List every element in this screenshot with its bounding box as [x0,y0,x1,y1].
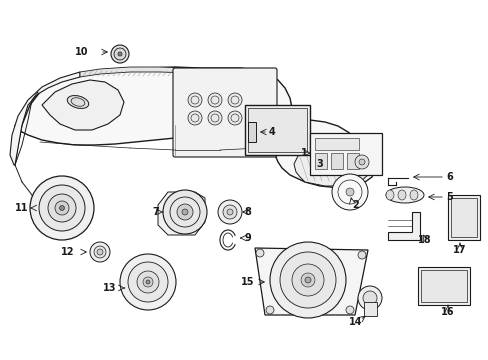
Circle shape [226,209,232,215]
Circle shape [362,291,376,305]
Circle shape [256,249,264,257]
Polygon shape [10,72,80,165]
Bar [447,195,479,240]
Circle shape [187,93,202,107]
Circle shape [177,204,193,220]
Text: 2: 2 [352,200,359,210]
Circle shape [118,52,122,56]
Text: 5: 5 [446,192,452,202]
Circle shape [187,111,202,125]
Circle shape [137,271,159,293]
Text: 9: 9 [244,233,251,243]
Circle shape [354,155,368,169]
Bar [247,122,256,142]
Circle shape [223,205,237,219]
Circle shape [269,242,346,318]
Ellipse shape [385,190,393,200]
Circle shape [163,190,206,234]
Polygon shape [158,192,204,235]
Polygon shape [387,212,419,240]
Circle shape [346,306,353,314]
Circle shape [55,201,69,215]
Circle shape [128,262,168,302]
Circle shape [207,111,222,125]
Text: 14: 14 [348,317,362,327]
Text: 13: 13 [103,283,117,293]
Circle shape [146,280,150,284]
Text: 6: 6 [446,172,452,182]
Polygon shape [80,67,262,92]
Circle shape [90,242,110,262]
Circle shape [111,45,129,63]
Circle shape [346,188,353,196]
Text: 7: 7 [152,207,159,217]
Circle shape [97,249,103,255]
Circle shape [291,264,324,296]
Text: 1: 1 [300,148,307,158]
Ellipse shape [385,187,423,203]
Polygon shape [254,248,367,315]
Circle shape [227,93,242,107]
Circle shape [114,48,126,60]
Bar [314,138,358,150]
Text: 16: 16 [440,307,454,317]
Circle shape [301,273,314,287]
Ellipse shape [67,95,88,108]
Ellipse shape [397,190,405,200]
Circle shape [227,111,242,125]
Bar [420,270,466,302]
Text: 8: 8 [244,207,251,217]
Bar [450,198,476,237]
Bar [346,153,358,169]
Text: 17: 17 [452,245,466,255]
Bar [314,153,326,169]
Circle shape [182,209,187,215]
Circle shape [218,200,242,224]
Polygon shape [14,67,374,188]
Circle shape [60,206,64,211]
Text: 15: 15 [241,277,254,287]
Text: 12: 12 [61,247,75,257]
Circle shape [357,251,365,259]
Text: 10: 10 [75,47,88,57]
Circle shape [48,194,76,222]
FancyBboxPatch shape [173,68,276,157]
Bar [249,115,305,130]
Polygon shape [293,148,369,186]
Circle shape [305,277,310,283]
Circle shape [120,254,176,310]
Circle shape [280,252,335,308]
Bar [247,108,306,152]
Circle shape [207,93,222,107]
Circle shape [358,159,364,165]
Circle shape [357,286,381,310]
Text: 3: 3 [316,159,323,169]
Text: 18: 18 [417,235,431,245]
Text: 4: 4 [268,127,275,137]
Bar [330,153,342,169]
Bar [309,133,381,175]
Circle shape [94,246,106,258]
Bar [363,302,376,316]
Circle shape [265,306,273,314]
Circle shape [30,176,94,240]
Polygon shape [42,80,124,130]
Bar [244,105,309,155]
Ellipse shape [409,190,417,200]
Bar [417,267,469,305]
Text: 11: 11 [15,203,29,213]
Circle shape [39,185,85,231]
Circle shape [331,174,367,210]
Circle shape [142,277,153,287]
